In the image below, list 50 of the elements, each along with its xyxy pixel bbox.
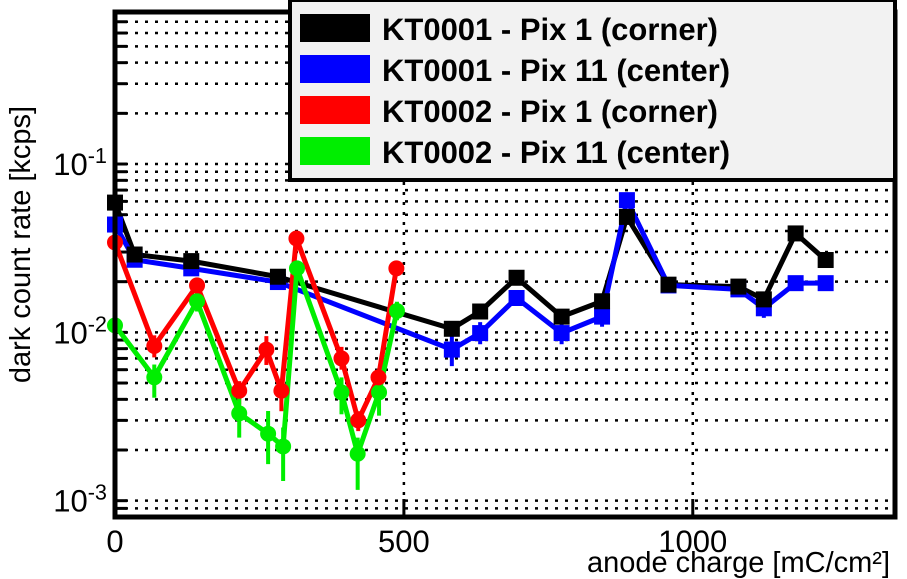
point — [444, 342, 460, 358]
point — [289, 260, 305, 276]
point — [260, 426, 276, 442]
point — [554, 308, 570, 325]
point — [258, 342, 274, 358]
point — [273, 382, 290, 399]
y-tick-label: 10$^{-1}$ — [53, 142, 107, 182]
y-tick-label: 10$^{-2}$ — [53, 310, 107, 350]
point — [371, 384, 388, 400]
point — [508, 270, 525, 286]
legend-label: KT0001 - Pix 1 (corner) — [382, 12, 718, 47]
point — [618, 192, 635, 208]
point — [126, 246, 143, 263]
point — [183, 253, 200, 270]
point — [333, 350, 350, 366]
point — [618, 208, 635, 225]
point — [388, 302, 405, 319]
point — [554, 325, 570, 342]
point — [472, 304, 488, 320]
y-tick-label: 10$^{-3}$ — [53, 479, 107, 519]
legend-label: KT0001 - Pix 11 (center) — [382, 53, 730, 88]
point — [508, 290, 525, 306]
point — [818, 252, 834, 268]
point — [472, 325, 488, 342]
point — [231, 405, 248, 422]
point — [594, 308, 610, 325]
point — [788, 225, 804, 242]
x-tick-label: 0 — [106, 524, 124, 559]
point — [350, 446, 366, 462]
point — [288, 230, 304, 247]
point — [231, 382, 248, 399]
point — [788, 275, 804, 292]
point — [275, 438, 292, 454]
legend-label: KT0002 - Pix 11 (center) — [382, 135, 730, 170]
point — [189, 277, 206, 294]
point — [350, 412, 366, 428]
point — [146, 338, 162, 354]
point — [818, 275, 834, 292]
point — [270, 268, 286, 285]
legend-label: KT0002 - Pix 1 (corner) — [382, 94, 718, 129]
point — [189, 293, 206, 310]
point — [444, 320, 460, 337]
point — [146, 369, 162, 386]
y-axis-title: dark count rate [kcps] — [5, 106, 37, 384]
point — [370, 369, 386, 386]
point — [594, 293, 610, 310]
point — [388, 260, 404, 276]
point — [756, 291, 772, 308]
point — [333, 384, 350, 400]
x-tick-label: 500 — [378, 524, 430, 559]
